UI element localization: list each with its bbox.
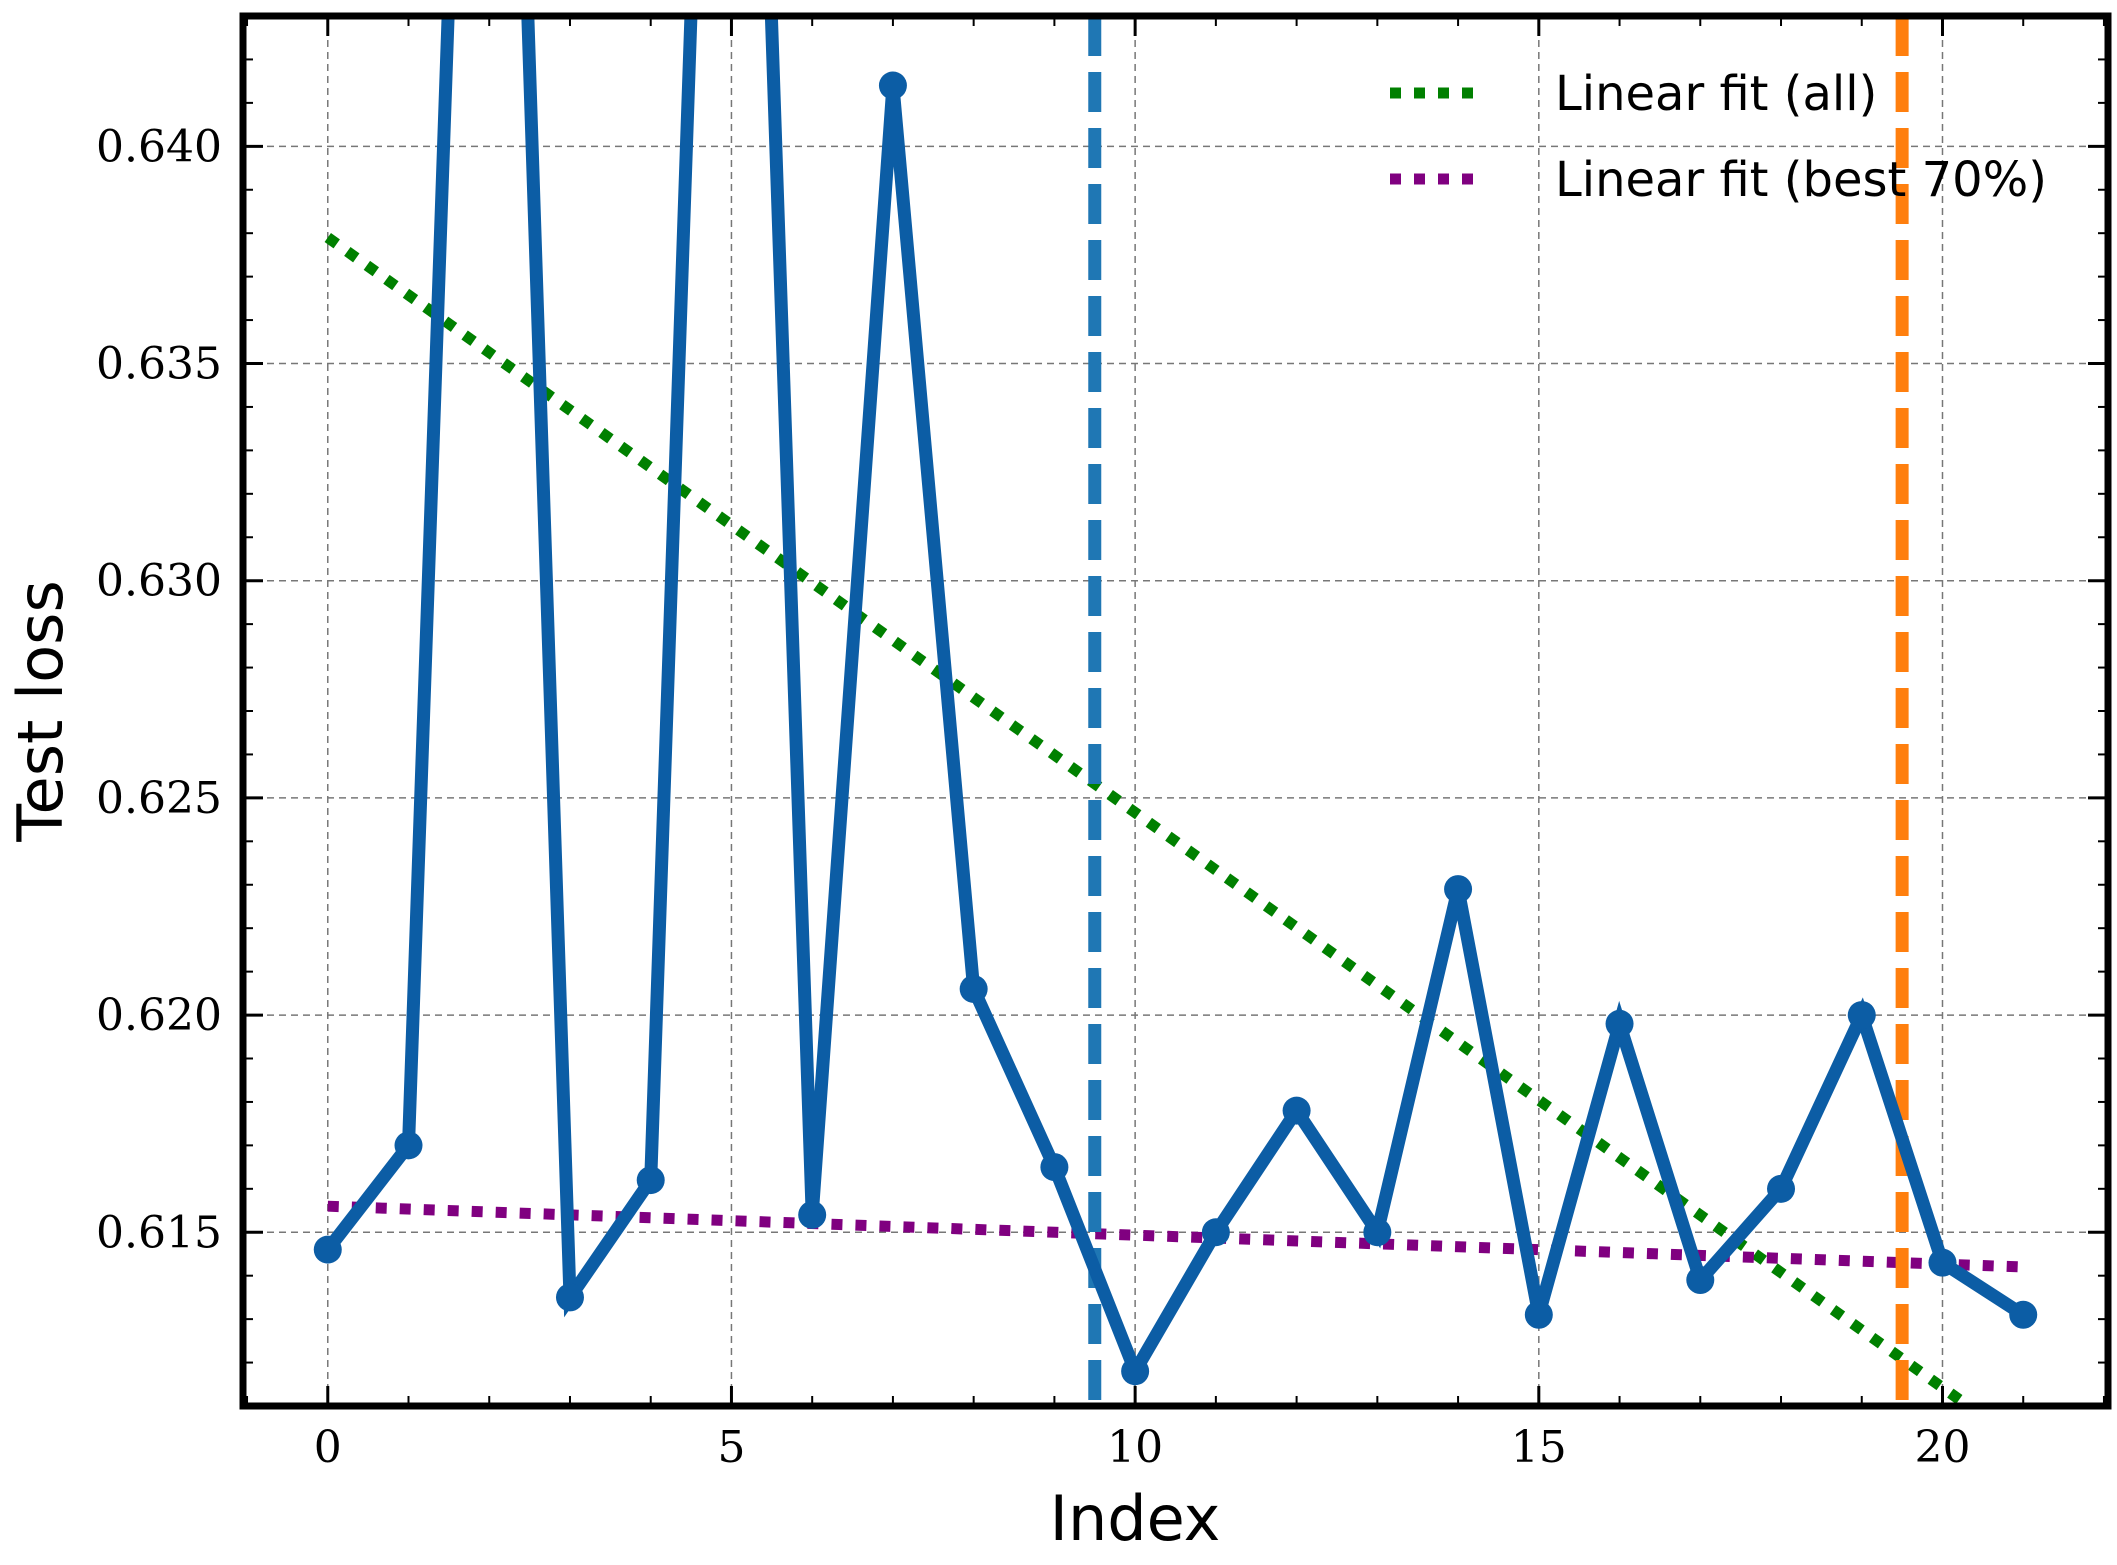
x-tick-label: 5 <box>717 1422 745 1473</box>
data-point <box>1040 1153 1069 1182</box>
test-loss-series <box>313 16 2038 1387</box>
data-point <box>555 1283 584 1312</box>
data-point <box>394 1131 423 1160</box>
data-point <box>1847 1001 1876 1030</box>
x-tick-label: 20 <box>1914 1422 1970 1473</box>
data-point <box>1363 1218 1392 1247</box>
y-axis-label: Test loss <box>4 580 77 843</box>
y-tick-label: 0.640 <box>96 121 222 172</box>
fit-line-linear-fit-all- <box>324 233 1978 1406</box>
data-point <box>798 1200 827 1229</box>
x-tick-label: 0 <box>314 1422 342 1473</box>
data-point <box>1605 1009 1634 1038</box>
data-point <box>1121 1357 1150 1386</box>
data-point <box>1686 1266 1715 1295</box>
data-point <box>878 71 907 100</box>
data-point <box>1928 1248 1957 1277</box>
y-tick-label: 0.625 <box>96 773 222 824</box>
legend-label: Linear fit (best 70%) <box>1555 152 2047 208</box>
x-axis-label: Index <box>1050 1482 1221 1555</box>
reference-lines <box>1088 16 1909 1406</box>
grid-lines <box>243 16 2108 1406</box>
y-tick-label: 0.620 <box>96 990 222 1041</box>
plot-area <box>313 16 2038 1406</box>
data-point <box>1282 1096 1311 1125</box>
data-point <box>959 975 988 1003</box>
axis-tick-labels: 0 5 10 15 20 0.615 0.620 0.625 0.630 0.635 0.640 <box>96 121 1970 1473</box>
data-point <box>1444 875 1473 904</box>
y-tick-label: 0.630 <box>96 556 222 607</box>
legend-label: Linear fit (all) <box>1555 66 1877 122</box>
y-tick-label: 0.635 <box>96 339 222 390</box>
fit-lines <box>324 233 2024 1406</box>
data-point <box>636 1166 665 1195</box>
fit-line-linear-fit-best-70- <box>327 1200 2024 1273</box>
axis-ticks <box>243 15 2108 1407</box>
x-tick-label: 15 <box>1511 1422 1567 1473</box>
test-loss-line <box>322 16 2027 1387</box>
y-tick-label: 0.615 <box>96 1207 222 1258</box>
data-point <box>1524 1300 1553 1329</box>
legend: Linear fit (all) Linear fit (best 70%) <box>1390 66 2047 208</box>
x-tick-label: 10 <box>1107 1422 1163 1473</box>
data-point <box>2009 1300 2038 1329</box>
data-point <box>313 1235 342 1264</box>
data-point <box>1767 1174 1796 1203</box>
data-point <box>1201 1218 1230 1247</box>
plot-frame <box>239 12 2112 1410</box>
